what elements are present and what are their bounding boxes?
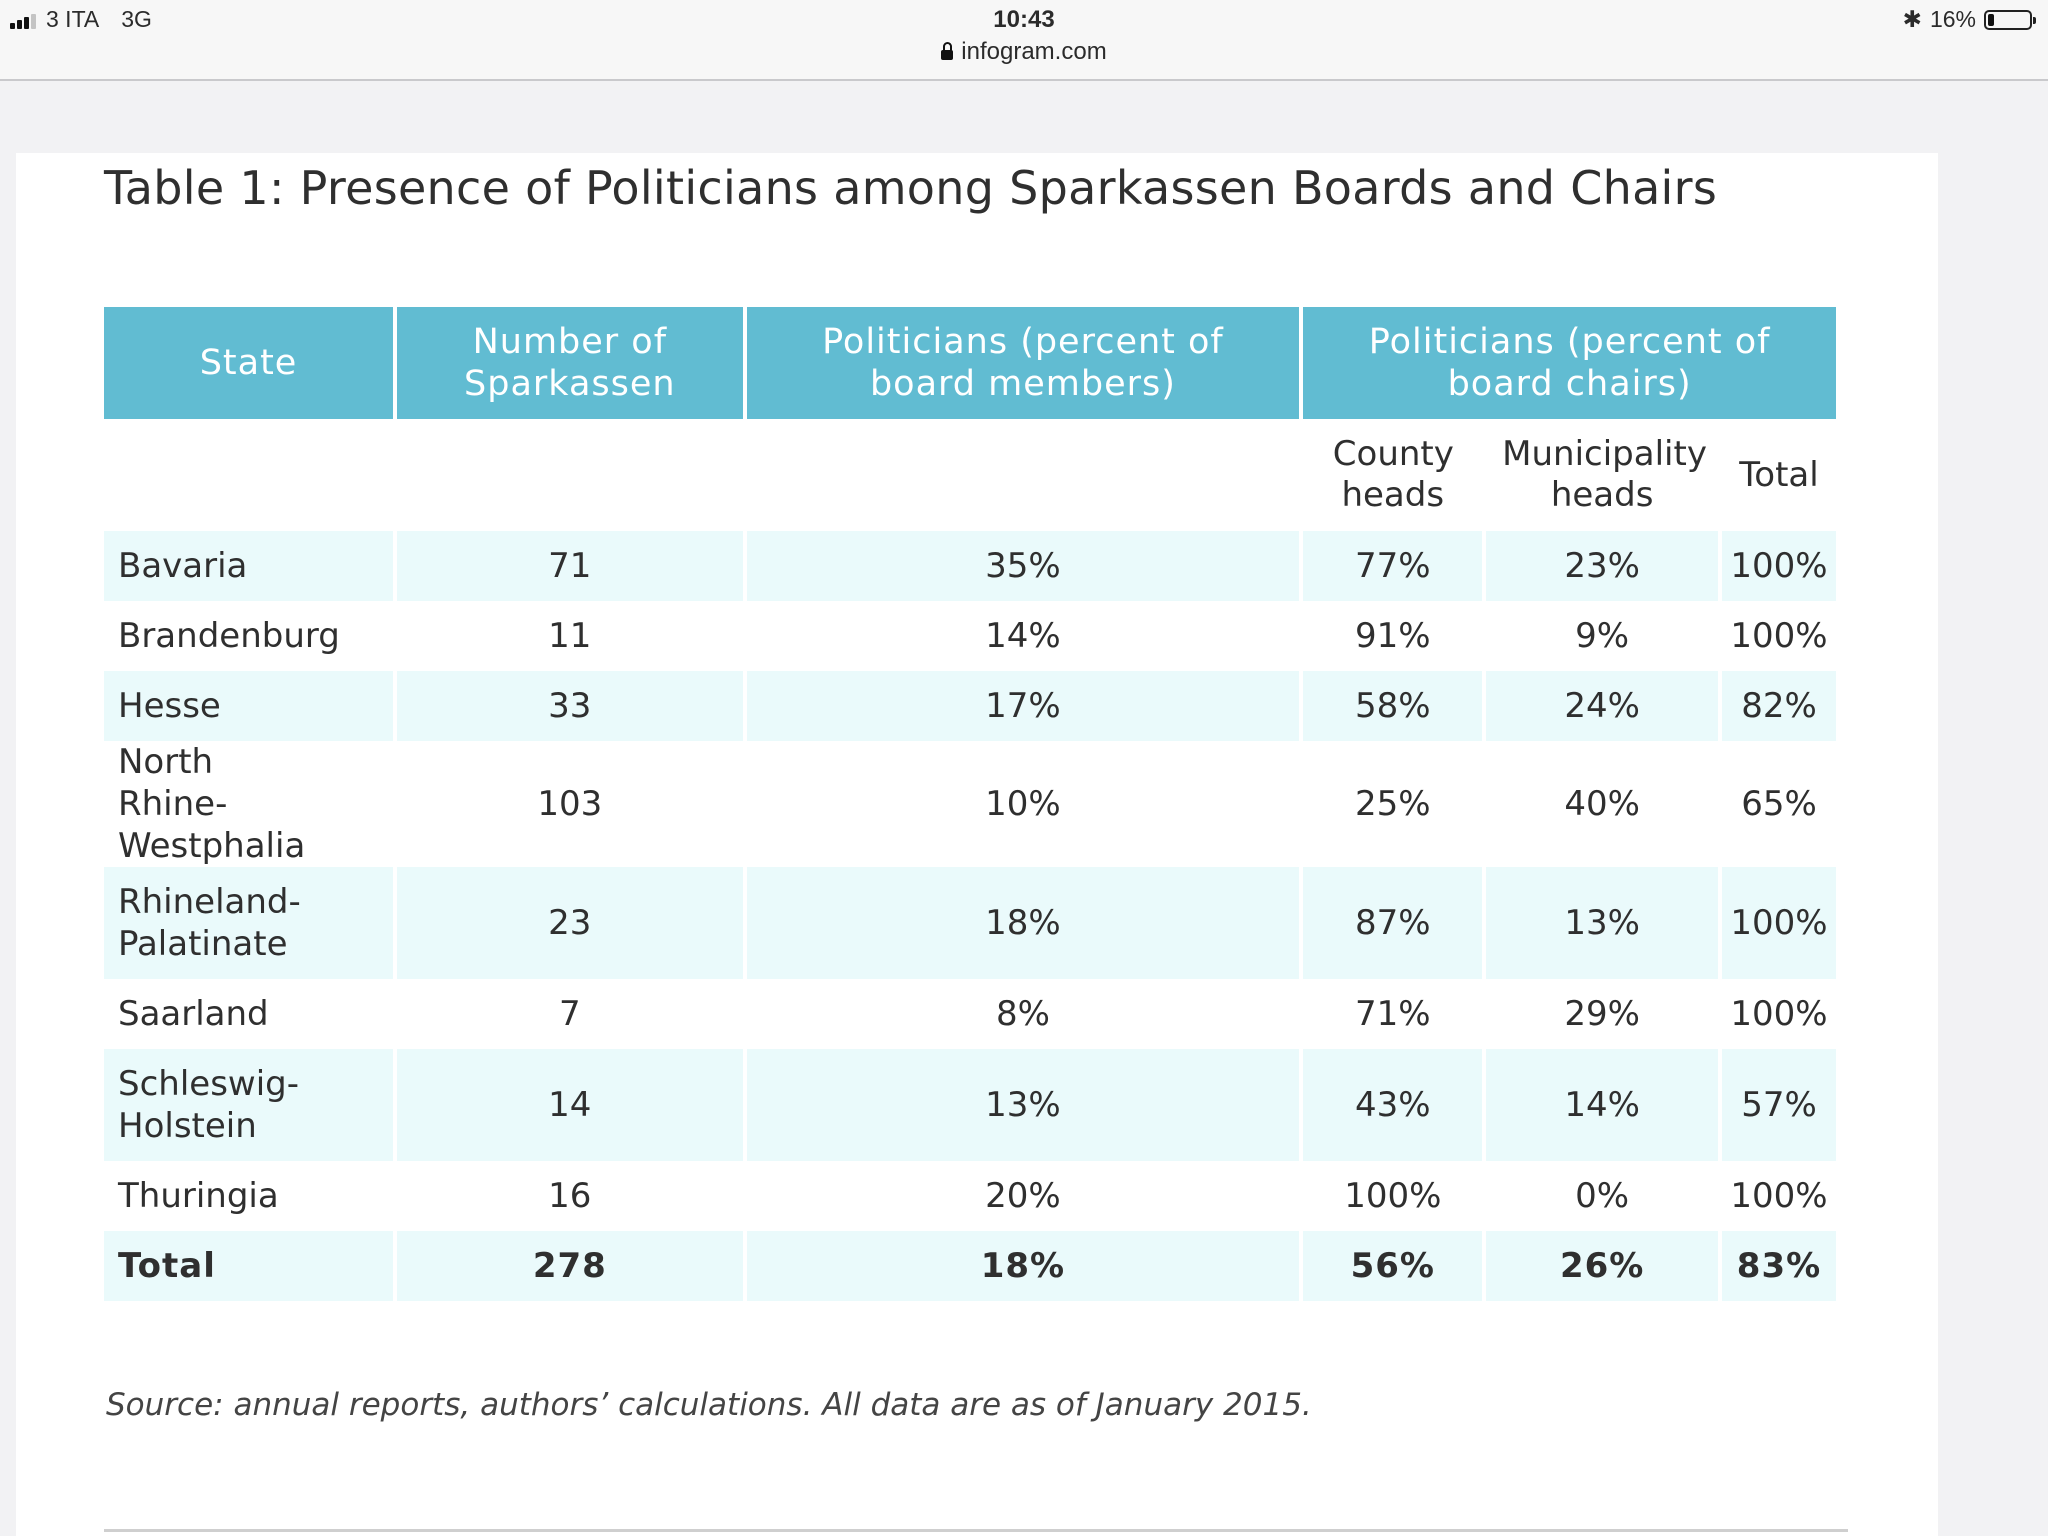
total-cell-county: 56% [1303, 1231, 1483, 1301]
cell-state: Saarland [118, 994, 269, 1034]
carrier-label: 3 ITA [46, 6, 100, 32]
cell-state: Brandenburg [118, 616, 340, 656]
cell-members: 13% [746, 1049, 1300, 1161]
cell-members: 20% [985, 1176, 1061, 1216]
header-row: State Number of Sparkassen Politicians (… [104, 307, 1836, 419]
url-text: infogram.com [961, 38, 1107, 65]
battery-fill [1988, 13, 1994, 26]
clock: 10:43 [993, 6, 1055, 33]
subheader-municipality: Municipality heads [1502, 434, 1707, 515]
url-bar[interactable]: infogram.com [0, 38, 2048, 66]
cell-number: 7 [558, 994, 581, 1034]
subheader-total: Total [1739, 454, 1819, 495]
header-chairs: Politicians (percent of board chairs) [1303, 307, 1836, 419]
table-row: Thuringia 16 20% 100% 0% 100% [104, 1161, 1836, 1231]
cell-municipality: 13% [1486, 867, 1718, 979]
total-cell-municipality: 26% [1486, 1231, 1718, 1301]
state-label: Schleswig-Holstein [118, 1064, 300, 1146]
table-row: Hesse 33 17% 58% 24% 82% [104, 671, 1836, 741]
table-row: Rhineland-Palatinate 23 18% 87% 13% 100% [104, 867, 1836, 979]
subheader-county: County heads [1332, 434, 1454, 515]
cell-number: 33 [397, 671, 743, 741]
cell-state: Thuringia [118, 1176, 279, 1216]
total-cell-number: 278 [397, 1231, 743, 1301]
battery-percent: 16% [1929, 6, 1976, 32]
header-number: Number of Sparkassen [397, 307, 743, 419]
cell-total: 100% [1721, 867, 1836, 979]
cell-number: 23 [397, 867, 743, 979]
state-label: North Rhine-Westphalia [118, 742, 306, 866]
cell-state: Bavaria [104, 531, 394, 601]
total-row: Total 278 18% 56% 26% 83% [104, 1231, 1836, 1301]
cell-county: 43% [1303, 1049, 1483, 1161]
cell-total: 100% [1721, 531, 1836, 601]
table-row: Brandenburg 11 14% 91% 9% 100% [104, 601, 1836, 671]
cell-members: 8% [995, 994, 1050, 1034]
header-members: Politicians (percent of board members) [746, 307, 1300, 419]
cell-total: 57% [1721, 1049, 1836, 1161]
cell-state: North Rhine-Westphalia [104, 741, 393, 867]
cell-municipality: 14% [1486, 1049, 1718, 1161]
cell-state: Hesse [104, 671, 394, 741]
signal-icon [10, 11, 36, 29]
cell-county: 58% [1303, 671, 1483, 741]
cell-county: 87% [1303, 867, 1483, 979]
cell-total: 100% [1730, 1176, 1828, 1216]
cell-total: 65% [1741, 784, 1817, 824]
cell-municipality: 24% [1486, 671, 1718, 741]
cell-county: 71% [1355, 994, 1431, 1034]
status-left: 3 ITA 3G [10, 6, 152, 33]
cell-municipality: 29% [1564, 994, 1640, 1034]
cell-number: 16 [548, 1176, 592, 1216]
state-label: Rhineland-Palatinate [118, 882, 301, 964]
cell-state: Rhineland-Palatinate [104, 867, 394, 979]
cell-members: 14% [985, 616, 1061, 656]
address-area[interactable]: 10:43 infogram.com [0, 6, 2048, 66]
source-note: Source: annual reports, authors’ calcula… [106, 1387, 1312, 1423]
lock-icon [941, 42, 954, 60]
cell-county: 100% [1344, 1176, 1442, 1216]
page-title: Table 1: Presence of Politicians among S… [104, 161, 1718, 215]
status-right: ✱ 16% [1902, 6, 2036, 33]
status-bar: 3 ITA 3G 10:43 infogram.com ✱ 16% [0, 0, 2048, 81]
cell-county: 91% [1355, 616, 1431, 656]
table-row: Schleswig-Holstein 14 13% 43% 14% 57% [104, 1049, 1836, 1161]
total-cell-total: 83% [1721, 1231, 1836, 1301]
cell-municipality: 40% [1564, 784, 1640, 824]
cell-members: 18% [746, 867, 1300, 979]
cell-number: 103 [537, 784, 603, 824]
data-table: State Number of Sparkassen Politicians (… [100, 307, 1840, 1301]
network-label: 3G [121, 6, 152, 32]
header-state: State [104, 307, 394, 419]
cell-number: 11 [548, 616, 592, 656]
cell-total: 100% [1730, 616, 1828, 656]
cell-state: Schleswig-Holstein [104, 1049, 394, 1161]
cell-total: 82% [1721, 671, 1836, 741]
divider [104, 1529, 1848, 1532]
subheader-row: County heads Municipality heads Total [104, 419, 1836, 531]
total-cell-state: Total [104, 1231, 394, 1301]
cell-municipality: 9% [1575, 616, 1630, 656]
cell-municipality: 0% [1575, 1176, 1630, 1216]
cell-members: 17% [746, 671, 1300, 741]
cell-number: 14 [397, 1049, 743, 1161]
content-card: Table 1: Presence of Politicians among S… [16, 153, 1938, 1536]
cell-members: 35% [746, 531, 1300, 601]
cell-county: 25% [1355, 784, 1431, 824]
table-row: Saarland 7 8% 71% 29% 100% [104, 979, 1836, 1049]
bluetooth-icon: ✱ [1902, 6, 1922, 32]
battery-icon [1984, 9, 2036, 30]
cell-municipality: 23% [1486, 531, 1718, 601]
cell-members: 10% [985, 784, 1061, 824]
table-row: Bavaria 71 35% 77% 23% 100% [104, 531, 1836, 601]
table-row: North Rhine-Westphalia 103 10% 25% 40% 65% [104, 741, 1836, 867]
cell-number: 71 [397, 531, 743, 601]
total-cell-members: 18% [746, 1231, 1300, 1301]
cell-total: 100% [1730, 994, 1828, 1034]
cell-county: 77% [1303, 531, 1483, 601]
